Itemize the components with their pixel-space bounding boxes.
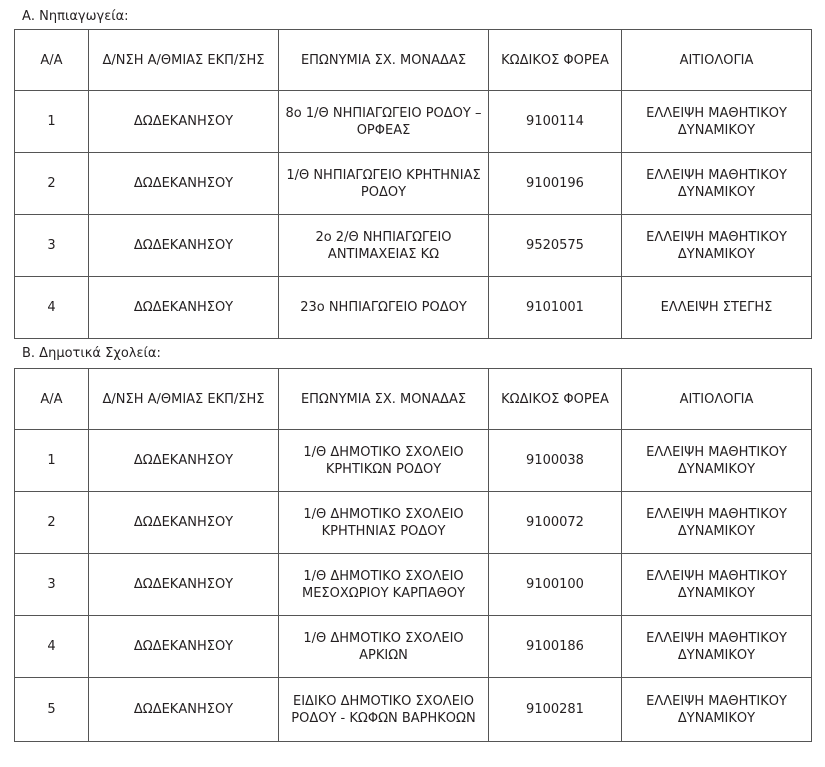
cell-aa: 3 (14, 553, 89, 616)
header-entity-code: ΚΩΔΙΚΟΣ ΦΟΡΕΑ (488, 368, 622, 430)
cell-aa: 1 (14, 90, 89, 153)
cell-directorate: ΔΩΔΕΚΑΝΗΣΟΥ (88, 152, 279, 215)
cell-school-name: 1/Θ ΔΗΜΟΤΙΚΟ ΣΧΟΛΕΙΟ ΜΕΣΟΧΩΡΙΟΥ ΚΑΡΠΑΘΟΥ (278, 553, 489, 616)
cell-aa: 4 (14, 276, 89, 339)
cell-reason: ΕΛΛΕΙΨΗ ΜΑΘΗΤΙΚΟΥ ΔΥΝΑΜΙΚΟΥ (621, 152, 812, 215)
cell-aa: 2 (14, 152, 89, 215)
table-row: 2 ΔΩΔΕΚΑΝΗΣΟΥ 1/Θ ΝΗΠΙΑΓΩΓΕΙΟ ΚΡΗΤΗΝΙΑΣ ΡΟ… (14, 152, 812, 215)
cell-entity-code: 9100114 (488, 90, 622, 153)
header-aa: Α/Α (14, 368, 89, 430)
cell-entity-code: 9100100 (488, 553, 622, 616)
cell-directorate: ΔΩΔΕΚΑΝΗΣΟΥ (88, 553, 279, 616)
cell-entity-code: 9100072 (488, 491, 622, 554)
cell-directorate: ΔΩΔΕΚΑΝΗΣΟΥ (88, 429, 279, 492)
cell-aa: 3 (14, 214, 89, 277)
cell-reason: ΕΛΛΕΙΨΗ ΜΑΘΗΤΙΚΟΥ ΔΥΝΑΜΙΚΟΥ (621, 214, 812, 277)
table-row: 1 ΔΩΔΕΚΑΝΗΣΟΥ 1/Θ ΔΗΜΟΤΙΚΟ ΣΧΟΛΕΙΟ ΚΡΗΤΙΚΩ… (14, 429, 812, 492)
cell-aa: 1 (14, 429, 89, 492)
cell-school-name: 1/Θ ΔΗΜΟΤΙΚΟ ΣΧΟΛΕΙΟ ΑΡΚΙΩΝ (278, 615, 489, 678)
cell-aa: 5 (14, 677, 89, 742)
header-row: Α/Α Δ/ΝΣΗ Α/ΘΜΙΑΣ ΕΚΠ/ΣΗΣ ΕΠΩΝΥΜΙΑ ΣΧ. ΜΟΝ… (14, 368, 812, 430)
cell-aa: 4 (14, 615, 89, 678)
cell-school-name: 8ο 1/Θ ΝΗΠΙΑΓΩΓΕΙΟ ΡΟΔΟΥ – ΟΡΦΕΑΣ (278, 90, 489, 153)
table-row: 3 ΔΩΔΕΚΑΝΗΣΟΥ 1/Θ ΔΗΜΟΤΙΚΟ ΣΧΟΛΕΙΟ ΜΕΣΟΧΩΡ… (14, 553, 812, 616)
cell-reason: ΕΛΛΕΙΨΗ ΜΑΘΗΤΙΚΟΥ ΔΥΝΑΜΙΚΟΥ (621, 677, 812, 742)
cell-reason: ΕΛΛΕΙΨΗ ΜΑΘΗΤΙΚΟΥ ΔΥΝΑΜΙΚΟΥ (621, 553, 812, 616)
cell-reason: ΕΛΛΕΙΨΗ ΜΑΘΗΤΙΚΟΥ ΔΥΝΑΜΙΚΟΥ (621, 90, 812, 153)
table-row: 4 ΔΩΔΕΚΑΝΗΣΟΥ 23ο ΝΗΠΙΑΓΩΓΕΙΟ ΡΟΔΟΥ 9101001… (14, 276, 812, 339)
cell-directorate: ΔΩΔΕΚΑΝΗΣΟΥ (88, 615, 279, 678)
cell-reason: ΕΛΛΕΙΨΗ ΣΤΕΓΗΣ (621, 276, 812, 339)
cell-directorate: ΔΩΔΕΚΑΝΗΣΟΥ (88, 214, 279, 277)
kindergartens-table: Α/Α Δ/ΝΣΗ Α/ΘΜΙΑΣ ΕΚΠ/ΣΗΣ ΕΠΩΝΥΜΙΑ ΣΧ. ΜΟΝ… (14, 29, 812, 339)
header-reason: ΑΙΤΙΟΛΟΓΙΑ (621, 29, 812, 91)
cell-reason: ΕΛΛΕΙΨΗ ΜΑΘΗΤΙΚΟΥ ΔΥΝΑΜΙΚΟΥ (621, 615, 812, 678)
table-row: 4 ΔΩΔΕΚΑΝΗΣΟΥ 1/Θ ΔΗΜΟΤΙΚΟ ΣΧΟΛΕΙΟ ΑΡΚΙΩΝ 9… (14, 615, 812, 678)
header-entity-code: ΚΩΔΙΚΟΣ ΦΟΡΕΑ (488, 29, 622, 91)
cell-entity-code: 9100281 (488, 677, 622, 742)
cell-directorate: ΔΩΔΕΚΑΝΗΣΟΥ (88, 677, 279, 742)
cell-reason: ΕΛΛΕΙΨΗ ΜΑΘΗΤΙΚΟΥ ΔΥΝΑΜΙΚΟΥ (621, 429, 812, 492)
header-reason: ΑΙΤΙΟΛΟΓΙΑ (621, 368, 812, 430)
cell-aa: 2 (14, 491, 89, 554)
cell-entity-code: 9101001 (488, 276, 622, 339)
header-aa: Α/Α (14, 29, 89, 91)
primary-schools-table: Α/Α Δ/ΝΣΗ Α/ΘΜΙΑΣ ΕΚΠ/ΣΗΣ ΕΠΩΝΥΜΙΑ ΣΧ. ΜΟΝ… (14, 368, 812, 742)
cell-entity-code: 9100186 (488, 615, 622, 678)
header-directorate: Δ/ΝΣΗ Α/ΘΜΙΑΣ ΕΚΠ/ΣΗΣ (88, 368, 279, 430)
table-row: 2 ΔΩΔΕΚΑΝΗΣΟΥ 1/Θ ΔΗΜΟΤΙΚΟ ΣΧΟΛΕΙΟ ΚΡΗΤΗΝΙ… (14, 491, 812, 554)
cell-entity-code: 9100196 (488, 152, 622, 215)
cell-school-name: ΕΙΔΙΚΟ ΔΗΜΟΤΙΚΟ ΣΧΟΛΕΙΟ ΡΟΔΟΥ - ΚΩΦΩΝ ΒΑ… (278, 677, 489, 742)
section-title-kindergartens: Α. Νηπιαγωγεία: (22, 9, 129, 24)
header-school-name: ΕΠΩΝΥΜΙΑ ΣΧ. ΜΟΝΑΔΑΣ (278, 368, 489, 430)
cell-school-name: 23ο ΝΗΠΙΑΓΩΓΕΙΟ ΡΟΔΟΥ (278, 276, 489, 339)
cell-school-name: 1/Θ ΔΗΜΟΤΙΚΟ ΣΧΟΛΕΙΟ ΚΡΗΤΙΚΩΝ ΡΟΔΟΥ (278, 429, 489, 492)
cell-reason: ΕΛΛΕΙΨΗ ΜΑΘΗΤΙΚΟΥ ΔΥΝΑΜΙΚΟΥ (621, 491, 812, 554)
cell-school-name: 1/Θ ΔΗΜΟΤΙΚΟ ΣΧΟΛΕΙΟ ΚΡΗΤΗΝΙΑΣ ΡΟΔΟΥ (278, 491, 489, 554)
cell-school-name: 2ο 2/Θ ΝΗΠΙΑΓΩΓΕΙΟ ΑΝΤΙΜΑΧΕΙΑΣ ΚΩ (278, 214, 489, 277)
table-row: 1 ΔΩΔΕΚΑΝΗΣΟΥ 8ο 1/Θ ΝΗΠΙΑΓΩΓΕΙΟ ΡΟΔΟΥ – Ο… (14, 90, 812, 153)
cell-directorate: ΔΩΔΕΚΑΝΗΣΟΥ (88, 491, 279, 554)
header-row: Α/Α Δ/ΝΣΗ Α/ΘΜΙΑΣ ΕΚΠ/ΣΗΣ ΕΠΩΝΥΜΙΑ ΣΧ. ΜΟΝ… (14, 29, 812, 91)
cell-school-name: 1/Θ ΝΗΠΙΑΓΩΓΕΙΟ ΚΡΗΤΗΝΙΑΣ ΡΟΔΟΥ (278, 152, 489, 215)
header-directorate: Δ/ΝΣΗ Α/ΘΜΙΑΣ ΕΚΠ/ΣΗΣ (88, 29, 279, 91)
table-row: 3 ΔΩΔΕΚΑΝΗΣΟΥ 2ο 2/Θ ΝΗΠΙΑΓΩΓΕΙΟ ΑΝΤΙΜΑΧΕΙ… (14, 214, 812, 277)
header-school-name: ΕΠΩΝΥΜΙΑ ΣΧ. ΜΟΝΑΔΑΣ (278, 29, 489, 91)
table-row: 5 ΔΩΔΕΚΑΝΗΣΟΥ ΕΙΔΙΚΟ ΔΗΜΟΤΙΚΟ ΣΧΟΛΕΙΟ ΡΟΔΟ… (14, 677, 812, 742)
cell-entity-code: 9100038 (488, 429, 622, 492)
cell-directorate: ΔΩΔΕΚΑΝΗΣΟΥ (88, 276, 279, 339)
cell-entity-code: 9520575 (488, 214, 622, 277)
cell-directorate: ΔΩΔΕΚΑΝΗΣΟΥ (88, 90, 279, 153)
section-title-primary-schools: Β. Δημοτικά Σχολεία: (22, 346, 161, 361)
